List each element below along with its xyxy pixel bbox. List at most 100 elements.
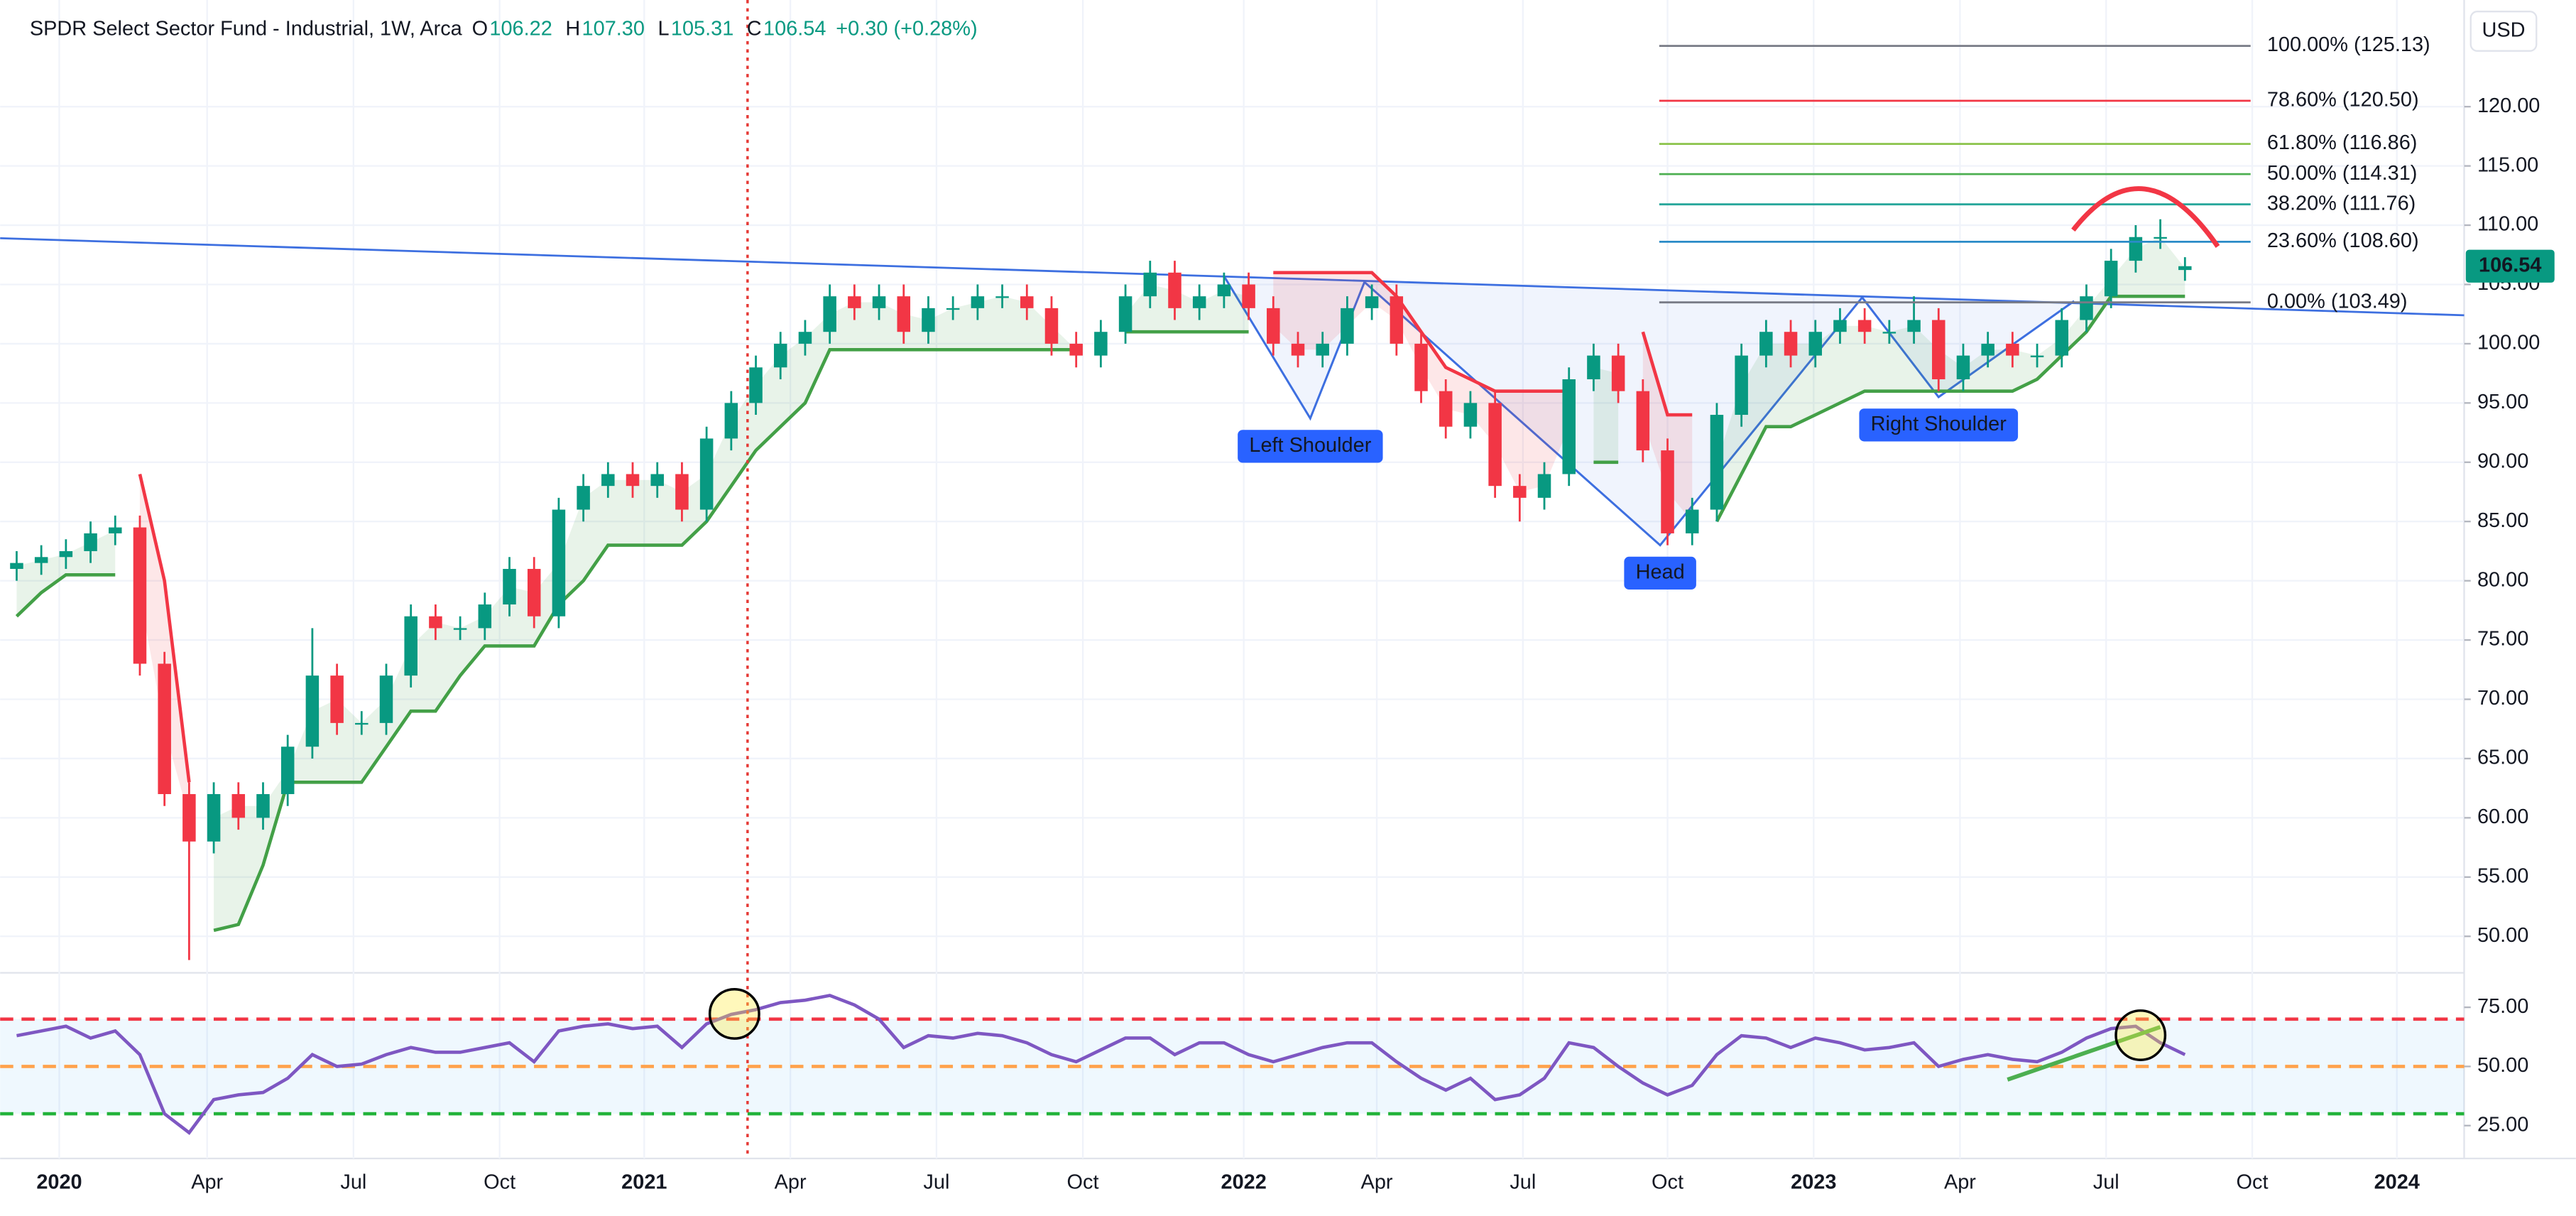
- candle-body: [1611, 355, 1625, 391]
- y-tick-label: 95.00: [2477, 391, 2528, 413]
- y-tick-label: 55.00: [2477, 864, 2528, 887]
- y-tick-label: 115.00: [2477, 153, 2538, 176]
- candle-body: [133, 527, 147, 664]
- y-tick-label: 110.00: [2477, 213, 2538, 236]
- y-tick-label: 85.00: [2477, 509, 2528, 532]
- candle-body: [724, 403, 738, 439]
- candle-body: [601, 474, 615, 487]
- fib-label: 50.00% (114.31): [2267, 162, 2418, 185]
- candle-body: [429, 616, 442, 629]
- plot: 2020 Apr Jul Oct 2021 Apr Jul Oct 2022 Apr Jul Oct 2…: [0, 0, 2555, 1193]
- candle-body: [922, 308, 935, 332]
- candle-body: [1981, 343, 1994, 356]
- x-tick-label: 2020: [36, 1171, 82, 1193]
- candle-body: [1513, 486, 1527, 498]
- candle-body: [2080, 296, 2093, 320]
- candle-body: [1537, 474, 1551, 498]
- symbol-title: SPDR Select Sector Fund - Industrial, 1W…: [30, 17, 463, 40]
- candle-body: [1242, 284, 1255, 308]
- candle-body: [280, 747, 295, 795]
- ohlc-value: 107.30: [582, 17, 645, 40]
- x-tick-label: Oct: [1652, 1171, 1683, 1193]
- candle-body: [699, 438, 714, 510]
- candle-body: [1636, 391, 1650, 451]
- fib-label: 61.80% (116.86): [2267, 131, 2418, 154]
- ohlc-key: L: [657, 17, 669, 40]
- supertrend-line: [1641, 331, 1693, 417]
- rsi-trend-drawing: [2007, 1025, 2161, 1082]
- pattern-label: Right Shoulder: [1871, 413, 2007, 435]
- candle-body: [2006, 343, 2019, 356]
- candle-body: [1439, 391, 1453, 427]
- ohlc-value: 105.31: [671, 17, 733, 40]
- currency[interactable]: USD: [2482, 19, 2525, 42]
- candle-body: [1857, 320, 1872, 332]
- candle-body: [379, 675, 393, 723]
- candle-body: [34, 557, 48, 563]
- header: SPDR Select Sector Fund - Industrial, 1W…: [30, 17, 978, 40]
- candle-body: [798, 332, 812, 344]
- candle-body: [1661, 450, 1674, 533]
- x-tick-label: Oct: [2237, 1171, 2269, 1193]
- candle-body: [355, 722, 369, 725]
- ohlc-key: O: [472, 17, 488, 40]
- rsi-y-tick-label: 50.00: [2477, 1054, 2528, 1077]
- candle-body: [109, 527, 122, 533]
- fib-label: 38.20% (111.76): [2267, 192, 2416, 215]
- currency-box[interactable]: [2469, 11, 2538, 52]
- candle-body: [256, 794, 270, 818]
- candle-body: [330, 675, 344, 723]
- candle-body: [872, 296, 886, 308]
- candle-body: [1020, 296, 1034, 308]
- candle-body: [1956, 355, 1970, 379]
- candle-body: [2104, 261, 2118, 297]
- ohlc-key: H: [565, 17, 580, 40]
- candle-body: [84, 533, 97, 551]
- candle-body: [577, 486, 590, 510]
- y-tick-label: 90.00: [2477, 450, 2528, 472]
- y-tick-label: 75.00: [2477, 628, 2528, 651]
- candle-body: [1488, 403, 1502, 487]
- candle-body: [1094, 332, 1108, 356]
- candle-body: [1365, 296, 1379, 308]
- candle-body: [1735, 355, 1748, 416]
- candle-body: [1907, 320, 1921, 332]
- candle-body: [1316, 343, 1329, 356]
- y-tick-label: 60.00: [2477, 805, 2528, 828]
- candle-body: [1759, 332, 1773, 356]
- candle-body: [1833, 320, 1847, 332]
- candle-body: [158, 663, 171, 795]
- candle-body: [675, 474, 689, 510]
- pattern-label-box: [1859, 408, 2019, 442]
- candle-body: [503, 568, 516, 605]
- price-badge-label: 106.54: [2479, 254, 2541, 276]
- x-tick-label: 2021: [621, 1171, 667, 1193]
- x-tick-label: 2023: [1791, 1171, 1836, 1193]
- x-tick-label: Apr: [1361, 1171, 1393, 1193]
- candle-body: [59, 550, 73, 558]
- y-tick-label: 65.00: [2477, 747, 2528, 769]
- candle-body: [1932, 320, 1945, 379]
- x-tick-label: 2022: [1221, 1171, 1266, 1193]
- supertrend-fill: [1716, 237, 2185, 522]
- supertrend-fill: [139, 474, 190, 818]
- candle-body: [182, 794, 196, 842]
- x-tick-label: 2024: [2374, 1171, 2420, 1193]
- fib-label: 23.60% (108.60): [2267, 229, 2419, 252]
- candle-body: [626, 474, 640, 487]
- candle-body: [552, 509, 566, 617]
- candle-body: [207, 794, 221, 842]
- fib-label: 78.60% (120.50): [2267, 88, 2419, 111]
- supertrend-line: [213, 347, 1076, 933]
- x-tick-label: Oct: [484, 1171, 515, 1193]
- ohlc: O 106.22 H 107.30 L 105.31 C 106.54: [472, 17, 826, 40]
- y-tick-label: 100.00: [2477, 332, 2540, 354]
- y-tick-label: 50.00: [2477, 924, 2528, 947]
- candle-body: [1118, 296, 1133, 332]
- candle-body: [231, 794, 246, 818]
- candle-body: [1587, 355, 1600, 379]
- candle-body: [305, 675, 320, 747]
- rsi-y-tick-label: 25.00: [2477, 1113, 2528, 1136]
- candle-body: [995, 296, 1009, 298]
- ohlc-value: 106.54: [763, 17, 826, 40]
